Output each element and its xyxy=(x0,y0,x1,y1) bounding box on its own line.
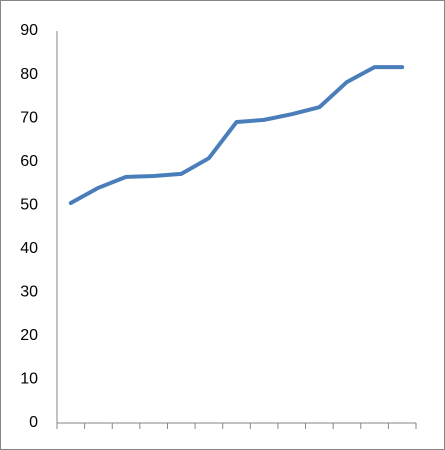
data-line xyxy=(68,65,405,206)
y-tick-label: 10 xyxy=(20,371,38,388)
y-tick-label: 80 xyxy=(20,66,38,83)
y-tick-label: 40 xyxy=(20,240,38,257)
y-tick-label: 70 xyxy=(20,109,38,126)
y-tick-label: 60 xyxy=(20,153,38,170)
y-tick-label: 20 xyxy=(20,327,38,344)
y-tick-label: 0 xyxy=(29,414,38,431)
y-tick-label: 90 xyxy=(20,22,38,39)
y-tick-label: 30 xyxy=(20,284,38,301)
y-tick-label: 50 xyxy=(20,196,38,213)
